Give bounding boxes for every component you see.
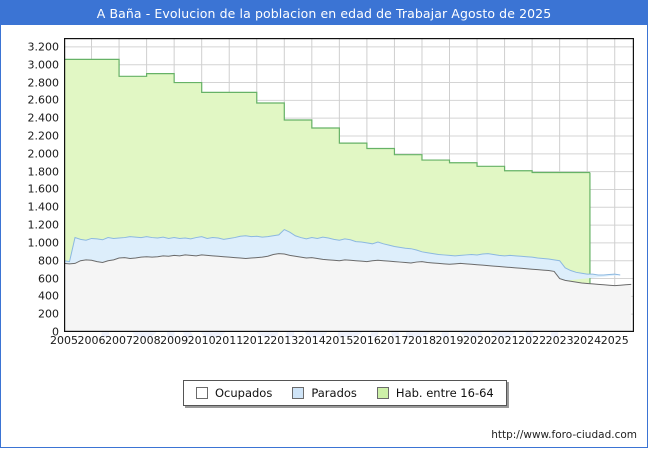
y-axis-tick-label: 800: [38, 254, 59, 268]
y-axis-tick-label: 3.200: [27, 40, 60, 54]
legend-swatch-habitantes: [376, 387, 389, 399]
window-title-bar: A Baña - Evolucion de la poblacion en ed…: [1, 1, 647, 25]
chart-legend: Ocupados Parados Hab. entre 16-64: [183, 380, 507, 406]
x-axis-tick-label: 2020: [463, 334, 492, 347]
y-axis-tick-label: 1.600: [27, 182, 60, 196]
plot-area: [64, 38, 634, 332]
x-axis-tick-label: 2011: [215, 334, 244, 347]
y-axis-tick-label: 1.000: [27, 236, 60, 250]
y-axis-tick-label: 1.200: [27, 218, 60, 232]
y-axis-tick-label: 1.800: [27, 165, 60, 179]
x-axis-tick-label: 2008: [132, 334, 161, 347]
x-axis-tick-label: 2014: [297, 334, 326, 347]
x-axis-tick-label: 2007: [105, 334, 134, 347]
y-axis-tick-label: 400: [38, 289, 59, 303]
y-axis-tick-label: 600: [38, 272, 59, 286]
y-axis-tick-label: 2.600: [27, 93, 60, 107]
y-axis-tick-label: 200: [38, 307, 59, 321]
y-axis-tick-label: 3.000: [27, 58, 60, 72]
x-axis-labels: 2005 2006 2007 2008 2009 2010 2011 2012 2013 2014…: [1, 334, 649, 354]
legend-label-parados: Parados: [311, 386, 357, 400]
x-axis-tick-label: 2022: [518, 334, 547, 347]
y-axis-tick-label: 2.400: [27, 111, 60, 125]
y-axis-tick-label: 2.200: [27, 129, 60, 143]
x-axis-tick-label: 2019: [435, 334, 464, 347]
x-axis-tick-label: 2015: [325, 334, 354, 347]
x-axis-tick-label: 2025: [600, 334, 629, 347]
x-axis-tick-label: 2021: [490, 334, 519, 347]
x-axis-tick-label: 2013: [270, 334, 299, 347]
legend-swatch-parados: [292, 387, 305, 399]
x-axis-tick-label: 2006: [77, 334, 106, 347]
footer-url[interactable]: http://www.foro-ciudad.com: [491, 429, 637, 441]
x-axis-tick-label: 2010: [187, 334, 216, 347]
legend-item-parados[interactable]: Parados: [292, 386, 357, 400]
x-axis-tick-label: 2024: [573, 334, 602, 347]
y-axis-tick-label: 1.400: [27, 200, 60, 214]
y-axis-labels: 0 200 400 600 800 1.000 1.200 1.400 1.600 1.800 2.…: [1, 38, 60, 338]
x-axis-tick-label: 2012: [242, 334, 271, 347]
x-axis-tick-label: 2016: [352, 334, 381, 347]
chart-canvas: [64, 38, 634, 332]
x-axis-tick-label: 2005: [50, 334, 78, 347]
legend-label-habitantes: Hab. entre 16-64: [395, 386, 494, 400]
legend-label-ocupados: Ocupados: [215, 386, 273, 400]
y-axis-tick-label: 0: [52, 325, 59, 339]
y-axis-tick-label: 2.000: [27, 147, 60, 161]
x-axis-tick-label: 2023: [545, 334, 574, 347]
chart-title: A Baña - Evolucion de la poblacion en ed…: [96, 5, 552, 21]
x-axis-tick-label: 2017: [380, 334, 409, 347]
legend-item-habitantes[interactable]: Hab. entre 16-64: [376, 386, 494, 400]
legend-swatch-ocupados: [196, 387, 208, 399]
x-axis-tick-label: 2009: [160, 334, 189, 347]
legend-item-ocupados[interactable]: Ocupados: [196, 386, 272, 400]
x-axis-tick-label: 2018: [407, 334, 436, 347]
y-axis-tick-label: 2.800: [27, 76, 60, 90]
